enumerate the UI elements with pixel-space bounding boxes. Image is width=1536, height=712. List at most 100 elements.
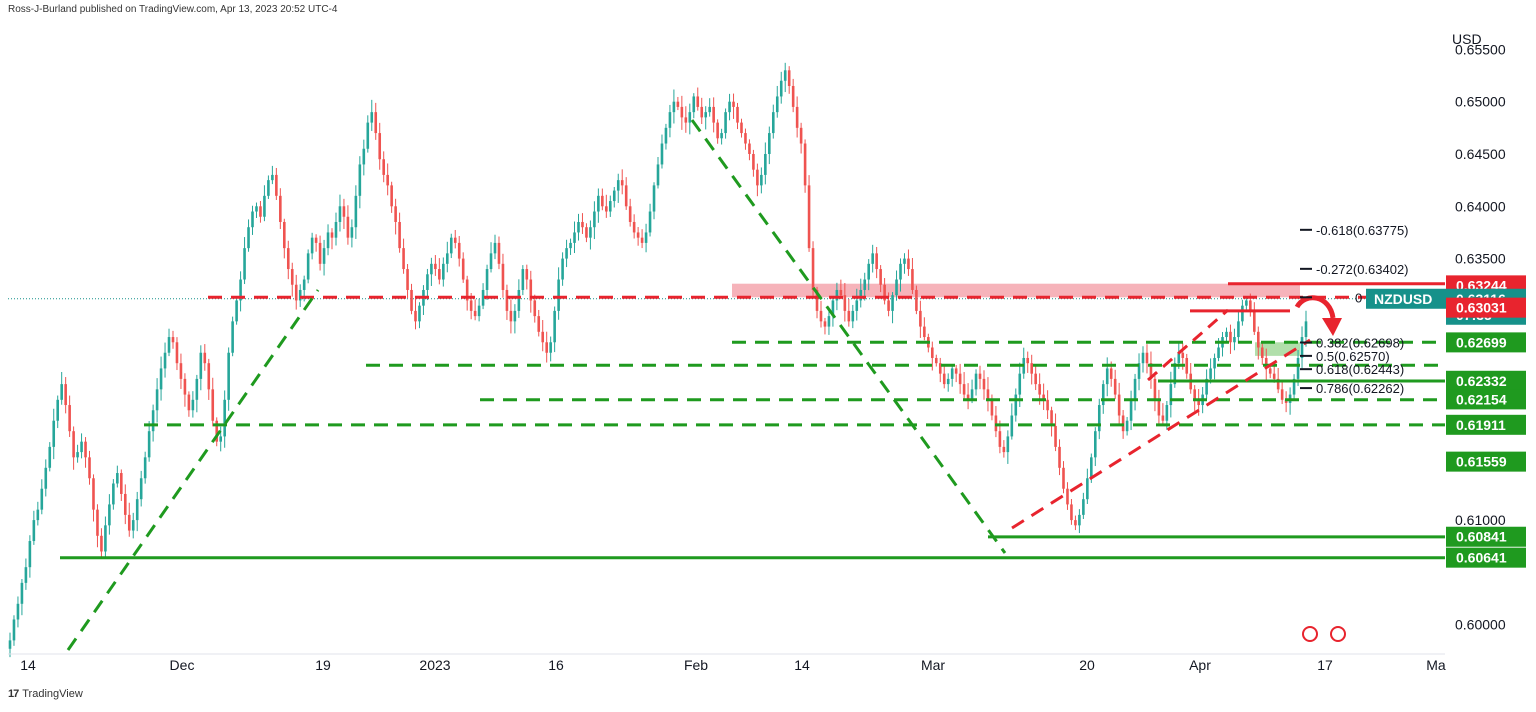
- candle-body: [485, 269, 489, 290]
- price-axis[interactable]: USD 0.60000 0.61000 0.63500 0.64000 0.64500 0…: [1452, 31, 1506, 633]
- fibonacci-levels: -0.618(0.63775) -0.272(0.63402) 0 0.382(0.6…: [1300, 223, 1409, 396]
- candle-body: [1010, 415, 1014, 437]
- candle-body: [123, 493, 127, 515]
- candle-body: [732, 101, 735, 107]
- candle-body: [724, 112, 727, 134]
- candle-body: [382, 159, 385, 175]
- candle-body: [1225, 331, 1228, 338]
- candle-body: [12, 619, 16, 641]
- candle-body: [1082, 499, 1085, 515]
- candle-body: [402, 248, 405, 270]
- candle-body: [235, 300, 238, 322]
- tradingview-logo[interactable]: 17 TradingView: [8, 688, 83, 700]
- candle-body: [227, 352, 230, 400]
- candle-body: [728, 101, 731, 113]
- candle-body: [314, 237, 318, 243]
- candle-body: [330, 232, 334, 238]
- fib-level-label: -0.272(0.63402): [1316, 262, 1409, 277]
- candle-body: [748, 143, 751, 154]
- candle-body: [525, 269, 529, 280]
- candle-body: [974, 373, 978, 390]
- candle-body: [958, 373, 962, 385]
- candle-body: [1233, 337, 1236, 343]
- candle-body: [135, 499, 139, 521]
- candle-body: [453, 237, 457, 243]
- candle-body: [334, 221, 338, 238]
- candle-body: [251, 211, 254, 228]
- candle-body: [831, 300, 835, 317]
- candle-body: [1121, 415, 1125, 432]
- candle-body: [64, 384, 67, 406]
- us-flag-icon[interactable]: [1330, 626, 1346, 642]
- candle-body: [847, 310, 851, 322]
- x-tick-label: 14: [794, 657, 810, 673]
- candle-body: [978, 373, 982, 379]
- candle-body: [684, 117, 688, 123]
- candle-body: [529, 279, 533, 301]
- candle-body: [410, 289, 413, 311]
- price-tag-label: 0.62699: [1456, 334, 1507, 350]
- candle-body: [752, 153, 755, 170]
- candle-body: [1038, 384, 1041, 395]
- price-tag-label: 0.62332: [1456, 373, 1507, 389]
- time-axis[interactable]: 14 Dec 19 2023 16 Feb 14 Mar 20 Apr 17 Ma: [20, 657, 1446, 673]
- candle-body: [664, 127, 668, 144]
- red-trendline-upper: [1147, 308, 1229, 382]
- candle-body: [660, 143, 664, 165]
- candle-body: [557, 279, 560, 311]
- candle-body: [688, 112, 692, 123]
- candle-body: [624, 185, 628, 207]
- us-flag-icon[interactable]: [1302, 626, 1318, 642]
- candle-body: [692, 96, 696, 113]
- projection-arrow: [1294, 295, 1342, 336]
- candle-body: [1161, 415, 1165, 421]
- candle-body: [104, 525, 107, 552]
- candle-body: [259, 206, 262, 217]
- candle-body: [1074, 520, 1077, 526]
- red-trendline-up: [1011, 338, 1311, 530]
- candle-body: [1256, 331, 1260, 348]
- x-tick-label: Ma: [1426, 657, 1446, 673]
- candle-body: [1165, 405, 1169, 421]
- candle-body: [461, 258, 465, 280]
- candle-body: [509, 310, 513, 322]
- candle-body: [68, 405, 71, 432]
- candle-body: [1141, 352, 1145, 364]
- candle-body: [243, 248, 246, 280]
- candle-body: [219, 436, 222, 442]
- fib-level-label: -0.618(0.63775): [1316, 223, 1409, 238]
- candle-body: [414, 310, 417, 322]
- candle-body: [108, 504, 111, 526]
- candle-body: [1157, 399, 1161, 416]
- candle-body: [1205, 378, 1208, 395]
- candle-body: [970, 389, 974, 400]
- candle-body: [271, 174, 274, 181]
- candle-body: [883, 284, 886, 301]
- candle-body: [923, 326, 926, 338]
- candle-body: [1209, 368, 1212, 379]
- candle-body: [1245, 300, 1248, 306]
- candle-body: [163, 352, 167, 369]
- candle-body: [815, 289, 819, 311]
- candle-body: [708, 106, 711, 113]
- fib-level-label: 0.382(0.62698): [1316, 335, 1404, 350]
- symbol-label: NZDUSD: [1374, 291, 1432, 307]
- candle-body: [1137, 363, 1141, 379]
- candle-body: [80, 441, 83, 453]
- candle-body: [1241, 305, 1244, 322]
- economic-events-icons[interactable]: [1302, 626, 1346, 642]
- candle-body: [680, 106, 684, 118]
- candle-body: [1153, 378, 1157, 400]
- candle-body: [505, 289, 509, 311]
- price-tag: [1446, 370, 1526, 391]
- candle-body: [275, 174, 278, 196]
- candle-body: [187, 394, 191, 411]
- candle-body: [489, 253, 493, 270]
- candle-body: [1296, 357, 1300, 379]
- candle-body: [112, 483, 115, 505]
- candle-body: [1268, 368, 1272, 374]
- candle-body: [1292, 378, 1296, 395]
- candle-body: [521, 269, 525, 290]
- candle-body: [263, 195, 266, 217]
